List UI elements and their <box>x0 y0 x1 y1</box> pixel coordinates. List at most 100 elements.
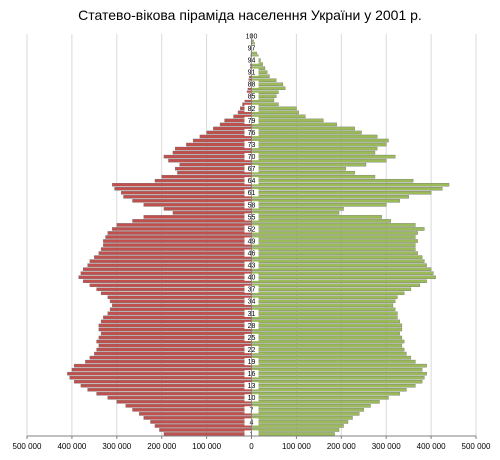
right-bar-age-70 <box>251 154 396 159</box>
left-series-bars <box>67 34 252 436</box>
left-bar-age-50 <box>105 235 252 239</box>
right-bar-age-40 <box>251 275 436 279</box>
left-bar-age-56 <box>172 211 252 215</box>
left-bar-age-36 <box>100 291 252 296</box>
left-bar-age-57 <box>163 207 252 211</box>
right-bar-age-64 <box>251 178 414 183</box>
left-bar-age-23 <box>98 343 252 348</box>
right-bar-age-26 <box>251 331 400 336</box>
right-bar-age-15 <box>251 375 425 380</box>
left-bar-age-54 <box>132 219 252 223</box>
right-bar-age-46 <box>251 251 418 255</box>
left-bar-age-74 <box>192 138 252 143</box>
right-bar-age-52 <box>251 227 425 231</box>
right-bar-age-2 <box>251 428 340 432</box>
left-bar-age-28 <box>98 323 252 328</box>
left-bar-age-31 <box>107 311 252 316</box>
right-bar-age-44 <box>251 259 425 263</box>
left-bar-age-75 <box>199 134 252 139</box>
left-bar-age-33 <box>112 303 252 308</box>
left-bar-age-51 <box>107 231 252 235</box>
left-bar-age-32 <box>109 307 252 312</box>
right-bar-age-51 <box>251 231 418 235</box>
right-bar-age-49 <box>251 239 418 243</box>
left-bar-age-20 <box>89 355 252 360</box>
left-bar-age-68 <box>179 162 252 167</box>
right-bar-age-19 <box>251 359 416 364</box>
left-bar-age-67 <box>174 166 252 171</box>
right-bar-age-69 <box>251 158 387 163</box>
left-bar-age-34 <box>109 299 252 304</box>
left-bar-age-10 <box>107 396 252 400</box>
right-bar-age-57 <box>251 207 344 211</box>
left-bar-age-29 <box>100 319 252 324</box>
left-bar-age-27 <box>98 327 252 332</box>
left-bar-age-13 <box>80 384 252 388</box>
left-bar-age-16 <box>67 371 252 376</box>
right-bar-age-3 <box>251 424 344 428</box>
right-bar-age-54 <box>251 219 391 223</box>
left-bar-age-21 <box>94 351 252 356</box>
right-bar-age-73 <box>251 142 387 147</box>
right-bar-age-80 <box>251 114 306 119</box>
left-bar-age-12 <box>87 388 252 392</box>
x-tick-label-3: 200 000 <box>147 442 176 451</box>
left-bar-age-47 <box>100 247 252 251</box>
right-bar-age-47 <box>251 247 416 251</box>
right-bar-age-23 <box>251 343 403 348</box>
right-bar-age-81 <box>251 110 299 115</box>
left-bar-age-40 <box>78 275 252 279</box>
right-bar-age-29 <box>251 319 400 324</box>
right-bar-age-35 <box>251 295 398 300</box>
right-bar-age-59 <box>251 199 400 203</box>
left-bar-age-4 <box>150 420 252 424</box>
right-bar-age-42 <box>251 267 432 271</box>
right-bar-age-67 <box>251 166 346 171</box>
x-tick-label-9: 400 000 <box>417 442 446 451</box>
right-bar-age-66 <box>251 170 355 175</box>
left-bar-age-42 <box>82 267 252 271</box>
x-tick-label-5: 0 <box>249 442 254 451</box>
right-bar-age-24 <box>251 339 405 344</box>
x-tick-label-7: 200 000 <box>327 442 356 451</box>
left-bar-age-63 <box>112 183 252 187</box>
right-bar-age-10 <box>251 396 389 400</box>
right-bar-age-63 <box>251 183 450 187</box>
right-bar-age-58 <box>251 203 387 207</box>
left-bar-age-25 <box>98 335 252 340</box>
left-bar-age-24 <box>96 339 252 344</box>
left-bar-age-6 <box>139 412 252 416</box>
x-tick-label-10: 500 000 <box>462 442 491 451</box>
left-bar-age-39 <box>82 279 252 283</box>
left-bar-age-17 <box>71 367 252 372</box>
right-bar-age-21 <box>251 351 407 356</box>
right-bar-age-28 <box>251 323 403 328</box>
left-bar-age-22 <box>96 347 252 352</box>
left-bar-age-71 <box>172 150 252 155</box>
right-bar-age-25 <box>251 335 403 340</box>
right-bar-age-50 <box>251 235 416 239</box>
left-bar-age-44 <box>89 259 252 263</box>
x-tick-label-2: 300 000 <box>102 442 131 451</box>
left-bar-age-72 <box>174 146 252 151</box>
right-bar-age-16 <box>251 371 427 376</box>
left-bar-age-18 <box>73 363 252 368</box>
right-bar-age-22 <box>251 347 405 352</box>
left-bar-age-69 <box>168 158 252 163</box>
left-bar-age-26 <box>100 331 252 336</box>
right-bar-age-38 <box>251 283 421 287</box>
left-bar-age-38 <box>89 283 252 287</box>
left-bar-age-73 <box>186 142 252 147</box>
left-bar-age-48 <box>103 243 252 247</box>
left-bar-age-60 <box>123 195 252 199</box>
right-bar-age-6 <box>251 412 360 416</box>
right-bar-age-30 <box>251 315 398 320</box>
right-bar-age-68 <box>251 162 367 167</box>
right-bar-age-31 <box>251 311 398 316</box>
chart-title: Статево-вікова піраміда населення Україн… <box>78 7 422 23</box>
x-axis: 500 000 400 000 300 000 200 000 100 000 0 100 … <box>13 34 491 451</box>
left-bar-age-43 <box>87 263 252 267</box>
right-bar-age-74 <box>251 138 389 143</box>
left-bar-age-66 <box>177 170 252 175</box>
left-bar-age-7 <box>132 408 252 412</box>
